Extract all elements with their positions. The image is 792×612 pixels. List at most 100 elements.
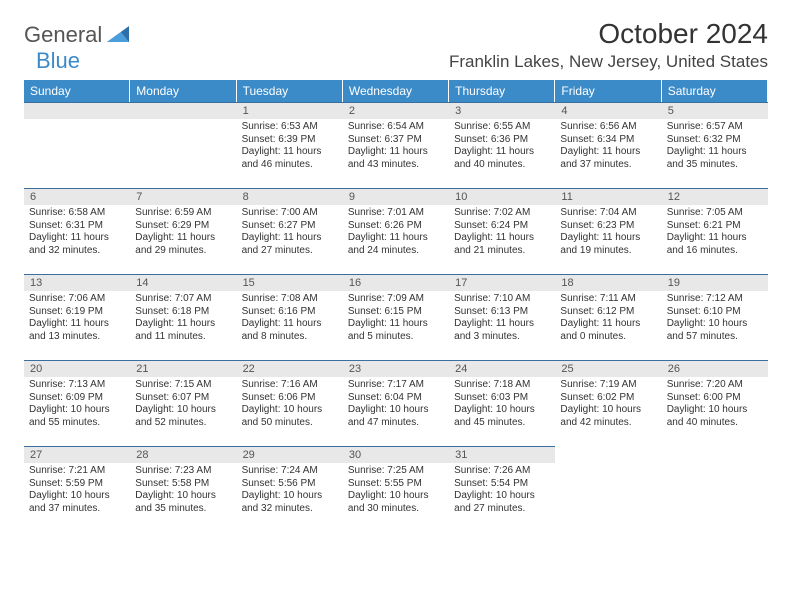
day-details: Sunrise: 6:56 AMSunset: 6:34 PMDaylight:… — [555, 119, 661, 175]
sunset-line: Sunset: 5:56 PM — [242, 478, 338, 491]
day-number-bar: 29 — [237, 446, 343, 463]
sunset-line: Sunset: 6:04 PM — [348, 392, 444, 405]
sunrise-line: Sunrise: 7:06 AM — [29, 293, 125, 306]
sunrise-line: Sunrise: 6:58 AM — [29, 207, 125, 220]
day-of-week-header: Friday — [555, 80, 661, 102]
title-block: October 2024 Franklin Lakes, New Jersey,… — [449, 18, 768, 78]
calendar-day-cell: 1Sunrise: 6:53 AMSunset: 6:39 PMDaylight… — [237, 102, 343, 188]
day-number-bar: 23 — [343, 360, 449, 377]
day-number-bar: 31 — [449, 446, 555, 463]
day-number-bar: 9 — [343, 188, 449, 205]
calendar-day-cell: 17Sunrise: 7:10 AMSunset: 6:13 PMDayligh… — [449, 274, 555, 360]
sunset-line: Sunset: 6:12 PM — [560, 306, 656, 319]
sunrise-line: Sunrise: 6:54 AM — [348, 121, 444, 134]
daylight-line: Daylight: 10 hours and 57 minutes. — [667, 318, 763, 343]
sunrise-line: Sunrise: 6:56 AM — [560, 121, 656, 134]
sunrise-line: Sunrise: 6:55 AM — [454, 121, 550, 134]
sunset-line: Sunset: 6:00 PM — [667, 392, 763, 405]
calendar-day-cell: 8Sunrise: 7:00 AMSunset: 6:27 PMDaylight… — [237, 188, 343, 274]
daylight-line: Daylight: 11 hours and 32 minutes. — [29, 232, 125, 257]
day-of-week-header: Saturday — [662, 80, 768, 102]
day-details: Sunrise: 7:23 AMSunset: 5:58 PMDaylight:… — [130, 463, 236, 519]
calendar-day-cell: 18Sunrise: 7:11 AMSunset: 6:12 PMDayligh… — [555, 274, 661, 360]
sunrise-line: Sunrise: 7:20 AM — [667, 379, 763, 392]
day-details: Sunrise: 7:06 AMSunset: 6:19 PMDaylight:… — [24, 291, 130, 347]
sunrise-line: Sunrise: 7:12 AM — [667, 293, 763, 306]
calendar-day-cell: 9Sunrise: 7:01 AMSunset: 6:26 PMDaylight… — [343, 188, 449, 274]
sunset-line: Sunset: 5:55 PM — [348, 478, 444, 491]
sunset-line: Sunset: 5:59 PM — [29, 478, 125, 491]
day-details: Sunrise: 7:19 AMSunset: 6:02 PMDaylight:… — [555, 377, 661, 433]
sunset-line: Sunset: 6:23 PM — [560, 220, 656, 233]
calendar-day-cell: 13Sunrise: 7:06 AMSunset: 6:19 PMDayligh… — [24, 274, 130, 360]
day-details: Sunrise: 7:15 AMSunset: 6:07 PMDaylight:… — [130, 377, 236, 433]
day-details: Sunrise: 7:13 AMSunset: 6:09 PMDaylight:… — [24, 377, 130, 433]
brand-part2: Blue — [36, 48, 80, 73]
daylight-line: Daylight: 10 hours and 27 minutes. — [454, 490, 550, 515]
daylight-line: Daylight: 11 hours and 3 minutes. — [454, 318, 550, 343]
daylight-line: Daylight: 10 hours and 45 minutes. — [454, 404, 550, 429]
calendar-day-cell: 10Sunrise: 7:02 AMSunset: 6:24 PMDayligh… — [449, 188, 555, 274]
calendar-day-cell: 2Sunrise: 6:54 AMSunset: 6:37 PMDaylight… — [343, 102, 449, 188]
sunrise-line: Sunrise: 7:25 AM — [348, 465, 444, 478]
calendar-day-cell: 22Sunrise: 7:16 AMSunset: 6:06 PMDayligh… — [237, 360, 343, 446]
calendar-grid: SundayMondayTuesdayWednesdayThursdayFrid… — [24, 80, 768, 532]
day-number-bar — [130, 102, 236, 119]
day-number-bar: 12 — [662, 188, 768, 205]
sunrise-line: Sunrise: 7:04 AM — [560, 207, 656, 220]
day-details: Sunrise: 7:20 AMSunset: 6:00 PMDaylight:… — [662, 377, 768, 433]
day-number-bar: 11 — [555, 188, 661, 205]
calendar-day-cell: 20Sunrise: 7:13 AMSunset: 6:09 PMDayligh… — [24, 360, 130, 446]
day-number-bar: 22 — [237, 360, 343, 377]
daylight-line: Daylight: 11 hours and 19 minutes. — [560, 232, 656, 257]
daylight-line: Daylight: 11 hours and 40 minutes. — [454, 146, 550, 171]
sunset-line: Sunset: 6:19 PM — [29, 306, 125, 319]
calendar-day-cell: 28Sunrise: 7:23 AMSunset: 5:58 PMDayligh… — [130, 446, 236, 532]
calendar-day-cell: 5Sunrise: 6:57 AMSunset: 6:32 PMDaylight… — [662, 102, 768, 188]
sunset-line: Sunset: 6:09 PM — [29, 392, 125, 405]
daylight-line: Daylight: 11 hours and 13 minutes. — [29, 318, 125, 343]
daylight-line: Daylight: 11 hours and 37 minutes. — [560, 146, 656, 171]
sunrise-line: Sunrise: 7:08 AM — [242, 293, 338, 306]
calendar-day-cell: 19 Sunrise: 7:12 AMSunset: 6:10 PMDayligh… — [662, 274, 768, 360]
daylight-line: Daylight: 10 hours and 37 minutes. — [29, 490, 125, 515]
sunrise-line: Sunrise: 7:01 AM — [348, 207, 444, 220]
sunset-line: Sunset: 6:34 PM — [560, 134, 656, 147]
daylight-line: Daylight: 11 hours and 5 minutes. — [348, 318, 444, 343]
sunset-line: Sunset: 6:37 PM — [348, 134, 444, 147]
day-number-bar: 7 — [130, 188, 236, 205]
day-details: Sunrise: 6:55 AMSunset: 6:36 PMDaylight:… — [449, 119, 555, 175]
sunrise-line: Sunrise: 6:53 AM — [242, 121, 338, 134]
day-details: Sunrise: 6:54 AMSunset: 6:37 PMDaylight:… — [343, 119, 449, 175]
sunset-line: Sunset: 6:13 PM — [454, 306, 550, 319]
brand-part1: General — [24, 22, 102, 47]
day-details: Sunrise: 7:16 AMSunset: 6:06 PMDaylight:… — [237, 377, 343, 433]
daylight-line: Daylight: 10 hours and 42 minutes. — [560, 404, 656, 429]
day-number-bar: 17 — [449, 274, 555, 291]
daylight-line: Daylight: 10 hours and 50 minutes. — [242, 404, 338, 429]
sunrise-line: Sunrise: 7:17 AM — [348, 379, 444, 392]
sunset-line: Sunset: 6:15 PM — [348, 306, 444, 319]
day-number-bar: 10 — [449, 188, 555, 205]
calendar-day-cell: 6Sunrise: 6:58 AMSunset: 6:31 PMDaylight… — [24, 188, 130, 274]
sunset-line: Sunset: 6:39 PM — [242, 134, 338, 147]
day-number-bar: 24 — [449, 360, 555, 377]
sunset-line: Sunset: 6:03 PM — [454, 392, 550, 405]
day-details: Sunrise: 7:10 AMSunset: 6:13 PMDaylight:… — [449, 291, 555, 347]
day-number-bar: 20 — [24, 360, 130, 377]
daylight-line: Daylight: 11 hours and 16 minutes. — [667, 232, 763, 257]
day-details: Sunrise: 6:58 AMSunset: 6:31 PMDaylight:… — [24, 205, 130, 261]
day-details: Sunrise: 6:59 AMSunset: 6:29 PMDaylight:… — [130, 205, 236, 261]
daylight-line: Daylight: 11 hours and 21 minutes. — [454, 232, 550, 257]
sunset-line: Sunset: 6:10 PM — [667, 306, 763, 319]
calendar-day-cell: 16Sunrise: 7:09 AMSunset: 6:15 PMDayligh… — [343, 274, 449, 360]
calendar-day-cell: 25Sunrise: 7:19 AMSunset: 6:02 PMDayligh… — [555, 360, 661, 446]
daylight-line: Daylight: 11 hours and 29 minutes. — [135, 232, 231, 257]
calendar-empty-cell — [662, 446, 768, 532]
calendar-day-cell: 30Sunrise: 7:25 AMSunset: 5:55 PMDayligh… — [343, 446, 449, 532]
daylight-line: Daylight: 10 hours and 40 minutes. — [667, 404, 763, 429]
sunrise-line: Sunrise: 7:02 AM — [454, 207, 550, 220]
calendar-day-cell: 23Sunrise: 7:17 AMSunset: 6:04 PMDayligh… — [343, 360, 449, 446]
day-number-bar: 19 — [662, 274, 768, 291]
sunset-line: Sunset: 6:26 PM — [348, 220, 444, 233]
